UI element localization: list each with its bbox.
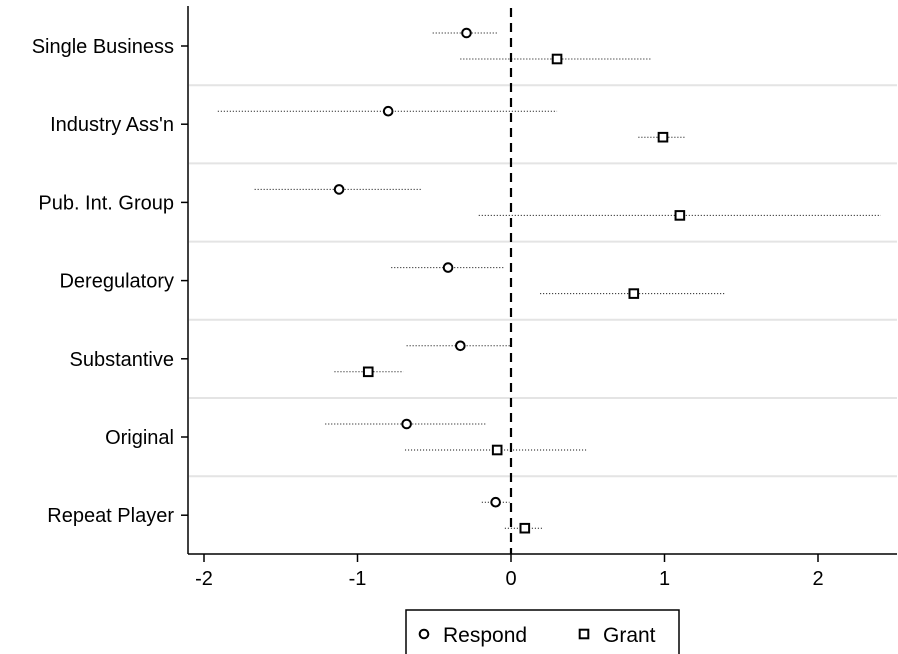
point-respond-original — [401, 418, 412, 430]
point-respond-deregulatory — [442, 262, 454, 273]
x-tick-label: 0 — [505, 568, 516, 590]
point-grant-repeat-player — [519, 522, 531, 534]
x-tick-label: -1 — [349, 568, 367, 590]
point-respond-industry-ass-n — [382, 105, 394, 117]
y-tick-label-original: Original — [105, 427, 174, 449]
x-tick-label: -2 — [195, 568, 213, 590]
legend: Respond Grant — [405, 609, 680, 654]
point-respond-repeat-player — [490, 496, 501, 508]
x-tick-label: 2 — [812, 568, 823, 590]
point-grant-single-business — [551, 53, 563, 65]
point-respond-substantive — [455, 340, 466, 352]
point-grant-substantive — [362, 366, 374, 378]
point-respond-single-business — [461, 27, 472, 39]
y-tick-label-substantive: Substantive — [69, 349, 174, 371]
legend-marker-grant — [578, 628, 590, 640]
series-respond — [217, 27, 558, 508]
legend-label-respond: Respond — [443, 624, 527, 647]
x-tick-label: 1 — [659, 568, 670, 590]
point-grant-deregulatory — [628, 288, 640, 299]
y-tick-label-deregulatory: Deregulatory — [59, 271, 174, 293]
series-layer — [217, 27, 881, 534]
point-grant-industry-ass-n — [657, 131, 669, 143]
point-grant-pub-int-group — [674, 210, 686, 221]
legend-box — [405, 609, 680, 654]
y-tick-label-industry-ass-n: Industry Ass'n — [50, 114, 174, 136]
point-grant-original — [491, 444, 503, 456]
y-tick-label-single-business: Single Business — [32, 36, 174, 58]
series-grant — [334, 53, 881, 534]
axes-layer: Single Business Industry Ass'n Pub. Int. G… — [32, 6, 897, 590]
legend-marker-respond — [418, 628, 430, 640]
y-tick-label-pub-int-group: Pub. Int. Group — [38, 192, 174, 214]
point-respond-pub-int-group — [333, 184, 345, 195]
y-tick-label-repeat-player: Repeat Player — [47, 505, 174, 527]
category-separators — [189, 84, 897, 478]
legend-label-grant: Grant — [603, 624, 656, 647]
